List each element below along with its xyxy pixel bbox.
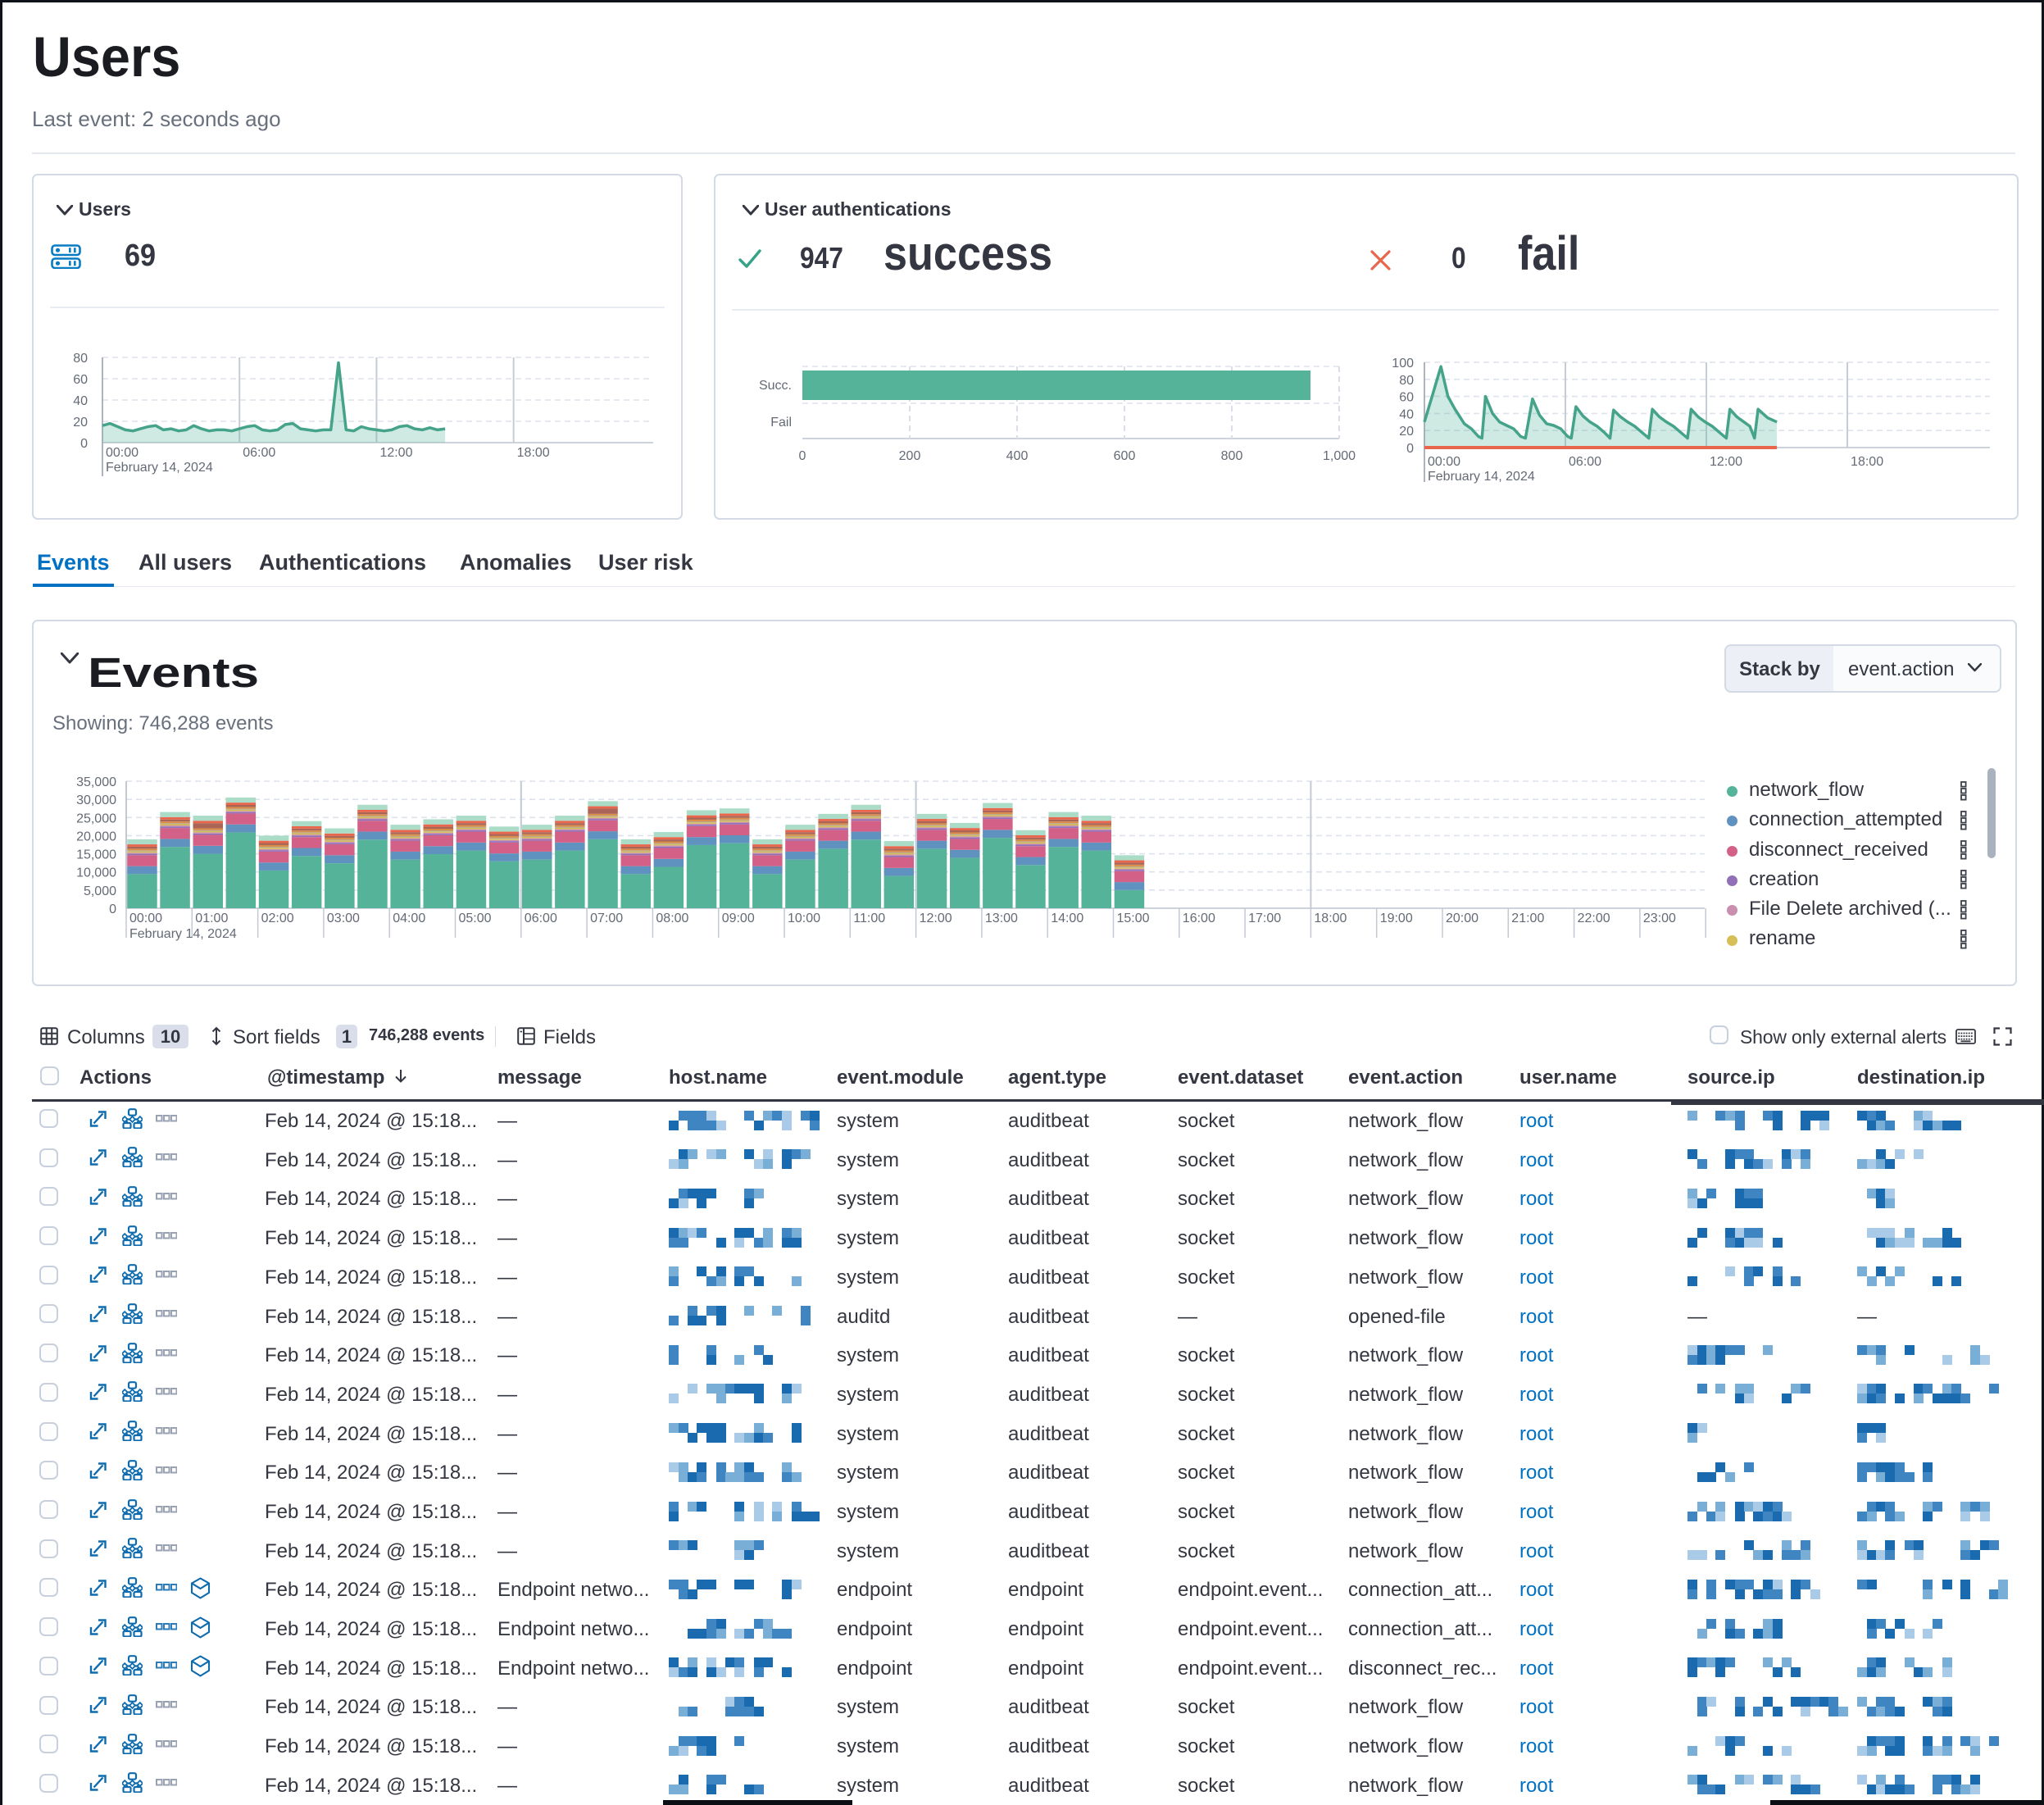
svg-text:17:00: 17:00 bbox=[1248, 912, 1281, 925]
svg-text:18:00: 18:00 bbox=[517, 446, 550, 460]
svg-text:05:00: 05:00 bbox=[459, 912, 492, 925]
svg-text:200: 200 bbox=[899, 449, 921, 463]
svg-text:20: 20 bbox=[73, 416, 88, 430]
svg-text:10,000: 10,000 bbox=[76, 866, 116, 880]
svg-text:30,000: 30,000 bbox=[76, 793, 116, 807]
svg-text:20:00: 20:00 bbox=[1446, 912, 1478, 925]
svg-text:0: 0 bbox=[799, 449, 806, 463]
svg-text:12:00: 12:00 bbox=[379, 446, 412, 460]
svg-text:80: 80 bbox=[1399, 374, 1414, 388]
svg-text:06:00: 06:00 bbox=[1569, 455, 1601, 469]
svg-text:21:00: 21:00 bbox=[1511, 912, 1544, 925]
svg-text:16:00: 16:00 bbox=[1183, 912, 1215, 925]
svg-text:02:00: 02:00 bbox=[261, 912, 294, 925]
svg-text:03:00: 03:00 bbox=[327, 912, 360, 925]
svg-text:19:00: 19:00 bbox=[1380, 912, 1413, 925]
svg-text:00:00: 00:00 bbox=[129, 912, 162, 925]
svg-text:Succ.: Succ. bbox=[759, 379, 792, 393]
svg-text:12:00: 12:00 bbox=[920, 912, 952, 925]
svg-text:20: 20 bbox=[1399, 425, 1414, 439]
svg-text:80: 80 bbox=[73, 352, 88, 366]
svg-text:0: 0 bbox=[1406, 442, 1414, 456]
svg-text:60: 60 bbox=[1399, 391, 1414, 405]
svg-text:40: 40 bbox=[1399, 407, 1414, 421]
svg-text:13:00: 13:00 bbox=[985, 912, 1018, 925]
svg-text:Fail: Fail bbox=[770, 416, 792, 430]
svg-text:07:00: 07:00 bbox=[590, 912, 623, 925]
svg-text:00:00: 00:00 bbox=[106, 446, 139, 460]
svg-text:04:00: 04:00 bbox=[393, 912, 425, 925]
svg-text:0: 0 bbox=[80, 437, 88, 451]
svg-text:14:00: 14:00 bbox=[1051, 912, 1083, 925]
svg-text:22:00: 22:00 bbox=[1578, 912, 1610, 925]
svg-text:40: 40 bbox=[73, 394, 88, 408]
svg-text:5,000: 5,000 bbox=[84, 884, 116, 898]
svg-text:08:00: 08:00 bbox=[656, 912, 688, 925]
svg-text:11:00: 11:00 bbox=[853, 912, 885, 925]
svg-text:00:00: 00:00 bbox=[1428, 455, 1460, 469]
svg-text:1,000: 1,000 bbox=[1323, 449, 1356, 463]
svg-text:18:00: 18:00 bbox=[1314, 912, 1347, 925]
svg-text:01:00: 01:00 bbox=[195, 912, 228, 925]
svg-text:0: 0 bbox=[109, 902, 116, 916]
svg-text:18:00: 18:00 bbox=[1851, 455, 1883, 469]
svg-text:09:00: 09:00 bbox=[722, 912, 755, 925]
svg-text:400: 400 bbox=[1006, 449, 1029, 463]
svg-text:06:00: 06:00 bbox=[525, 912, 557, 925]
svg-text:February 14, 2024: February 14, 2024 bbox=[129, 927, 237, 941]
svg-text:25,000: 25,000 bbox=[76, 812, 116, 825]
svg-text:12:00: 12:00 bbox=[1710, 455, 1742, 469]
svg-text:100: 100 bbox=[1392, 357, 1414, 371]
svg-text:15,000: 15,000 bbox=[76, 848, 116, 862]
svg-text:600: 600 bbox=[1114, 449, 1136, 463]
svg-text:60: 60 bbox=[73, 373, 88, 387]
svg-text:06:00: 06:00 bbox=[243, 446, 275, 460]
svg-text:10:00: 10:00 bbox=[788, 912, 820, 925]
svg-text:February 14, 2024: February 14, 2024 bbox=[1428, 470, 1535, 484]
svg-text:23:00: 23:00 bbox=[1643, 912, 1676, 925]
svg-text:800: 800 bbox=[1221, 449, 1243, 463]
svg-text:15:00: 15:00 bbox=[1117, 912, 1150, 925]
svg-text:20,000: 20,000 bbox=[76, 830, 116, 843]
svg-text:35,000: 35,000 bbox=[76, 775, 116, 789]
svg-text:February 14, 2024: February 14, 2024 bbox=[106, 461, 213, 475]
